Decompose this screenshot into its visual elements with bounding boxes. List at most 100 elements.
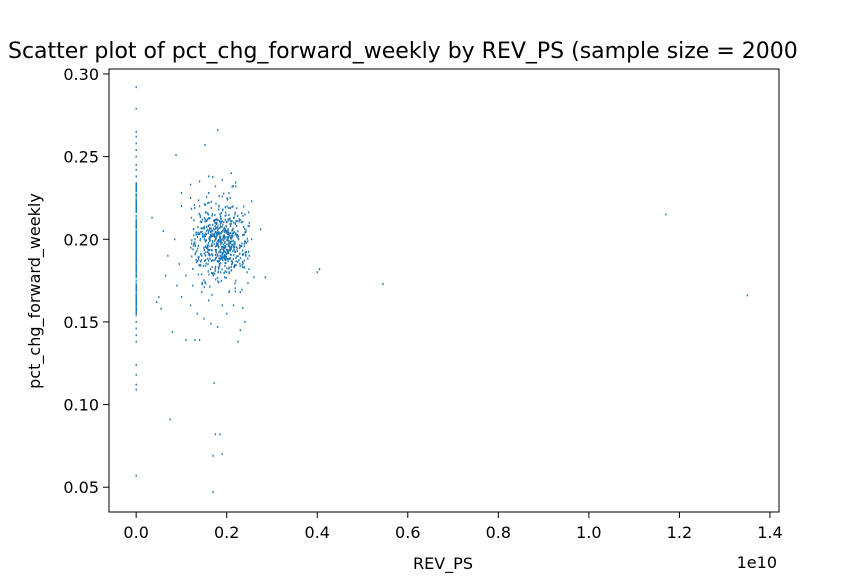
scatter-point xyxy=(229,218,231,221)
x-tick-label: 0.4 xyxy=(305,523,330,542)
scatter-point xyxy=(248,221,251,224)
scatter-point xyxy=(197,260,199,263)
scatter-point xyxy=(214,267,216,270)
scatter-point xyxy=(233,244,235,247)
scatter-point xyxy=(225,271,228,274)
scatter-point xyxy=(218,231,220,234)
scatter-point xyxy=(236,220,238,223)
scatter-point xyxy=(199,265,201,268)
scatter-point xyxy=(204,144,206,147)
scatter-point xyxy=(215,250,217,253)
scatter-point xyxy=(224,240,226,243)
scatter-point xyxy=(135,226,137,229)
scatter-point xyxy=(216,260,218,263)
scatter-point xyxy=(205,262,207,265)
scatter-point xyxy=(135,168,137,171)
scatter-point xyxy=(239,257,242,260)
scatter-point xyxy=(241,263,243,266)
scatter-point xyxy=(231,243,233,246)
scatter-point xyxy=(225,225,227,228)
scatter-point xyxy=(230,172,232,175)
scatter-point xyxy=(201,283,203,286)
scatter-point xyxy=(211,230,213,233)
scatter-point xyxy=(167,254,169,257)
scatter-point xyxy=(229,257,232,260)
scatter-point xyxy=(227,251,230,254)
scatter-point xyxy=(229,249,232,252)
scatter-point xyxy=(243,245,245,248)
scatter-point xyxy=(237,235,240,238)
scatter-point xyxy=(232,243,234,246)
scatter-point xyxy=(211,234,213,237)
scatter-point xyxy=(135,285,137,288)
scatter-point xyxy=(226,252,228,255)
scatter-point xyxy=(231,220,233,223)
scatter-point xyxy=(208,201,210,204)
scatter-point xyxy=(219,254,221,257)
scatter-point xyxy=(232,304,235,307)
scatter-point xyxy=(221,268,223,271)
scatter-point xyxy=(160,307,162,310)
scatter-point xyxy=(227,236,229,239)
scatter-point xyxy=(169,418,171,421)
scatter-point xyxy=(224,214,226,217)
scatter-point xyxy=(223,256,225,259)
scatter-point xyxy=(204,233,206,236)
scatter-point xyxy=(204,245,207,248)
scatter-point xyxy=(190,216,193,219)
y-tick-label: 0.20 xyxy=(63,230,99,249)
scatter-point xyxy=(135,223,137,226)
scatter-point xyxy=(205,233,208,236)
scatter-point xyxy=(224,206,226,209)
scatter-point xyxy=(220,225,222,228)
scatter-point xyxy=(242,262,244,265)
scatter-point xyxy=(207,217,210,220)
scatter-point xyxy=(214,266,217,269)
scatter-point xyxy=(225,231,227,234)
scatter-point xyxy=(212,223,214,226)
scatter-point xyxy=(230,269,232,272)
scatter-point xyxy=(219,226,221,229)
y-axis-ticks: 0.05 0.10 0.15 0.20 0.25 0.30 xyxy=(63,65,109,497)
scatter-point xyxy=(135,295,137,298)
scatter-point xyxy=(227,236,230,239)
scatter-point xyxy=(219,237,221,240)
scatter-point xyxy=(228,290,231,293)
scatter-point xyxy=(162,229,165,232)
scatter-point xyxy=(237,261,239,264)
scatter-point xyxy=(235,185,237,188)
scatter-point xyxy=(203,249,205,251)
scatter-point xyxy=(241,220,244,223)
scatter-point xyxy=(207,299,210,302)
scatter-point xyxy=(228,258,230,261)
scatter-point xyxy=(219,213,221,216)
scatter-point xyxy=(205,226,208,229)
y-tick-label: 0.15 xyxy=(63,313,99,332)
scatter-point xyxy=(224,256,226,259)
scatter-point xyxy=(135,234,137,237)
scatter-point xyxy=(218,208,220,211)
scatter-point xyxy=(201,230,203,233)
scatter-point xyxy=(211,259,214,262)
scatter-point xyxy=(193,241,196,244)
scatter-point xyxy=(226,243,228,246)
scatter-point xyxy=(215,278,217,281)
scatter-point xyxy=(242,234,244,237)
scatter-point xyxy=(235,264,237,267)
scatter-point xyxy=(206,245,208,248)
scatter-point xyxy=(223,250,225,253)
scatter-point xyxy=(220,220,222,223)
scatter-point xyxy=(201,254,203,257)
scatter-point xyxy=(210,245,212,248)
scatter-point xyxy=(218,233,220,236)
scatter-point xyxy=(212,454,214,457)
scatter-point xyxy=(210,322,212,325)
scatter-point xyxy=(204,239,206,242)
scatter-point xyxy=(211,271,213,274)
scatter-point xyxy=(230,237,232,240)
scatter-point xyxy=(229,246,231,249)
scatter-point xyxy=(234,211,236,214)
scatter-point xyxy=(215,236,217,239)
scatter-point xyxy=(318,268,321,271)
scatter-point xyxy=(237,255,239,258)
